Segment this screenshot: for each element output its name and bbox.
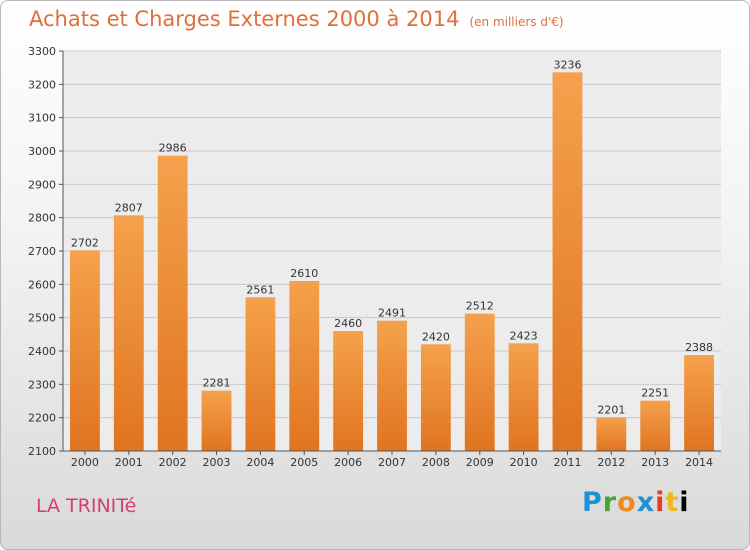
bar-value-label: 2702 — [71, 236, 99, 249]
y-tick-label: 2100 — [28, 445, 56, 458]
bar-value-label: 3236 — [553, 58, 581, 71]
bar[interactable] — [508, 343, 539, 451]
x-tick-label: 2008 — [422, 456, 450, 469]
y-tick-label: 3300 — [28, 45, 56, 58]
x-tick-label: 2005 — [290, 456, 318, 469]
y-tick-label: 2700 — [28, 245, 56, 258]
y-tick-label: 3100 — [28, 112, 56, 125]
bar[interactable] — [377, 320, 407, 451]
bar-value-label: 2986 — [159, 142, 187, 155]
bar[interactable] — [420, 344, 451, 451]
bar-value-label: 2251 — [641, 387, 669, 400]
bar[interactable] — [684, 355, 714, 451]
logo-letter: t — [665, 487, 680, 518]
x-tick-label: 2003 — [203, 456, 231, 469]
bar[interactable] — [157, 155, 188, 451]
x-tick-label: 2011 — [553, 456, 581, 469]
logo-letter: P — [582, 487, 603, 518]
logo-letter: o — [617, 487, 637, 518]
bar[interactable] — [640, 400, 671, 451]
y-tick-label: 2300 — [28, 378, 56, 391]
x-tick-label: 2002 — [159, 456, 187, 469]
y-tick-label: 2200 — [28, 412, 56, 425]
x-tick-label: 2012 — [597, 456, 625, 469]
bar[interactable] — [333, 331, 364, 451]
bar[interactable] — [113, 215, 144, 451]
bar-value-label: 2561 — [246, 283, 274, 296]
logo-letter: r — [602, 487, 618, 518]
bar-value-label: 2460 — [334, 317, 362, 330]
y-tick-label: 2400 — [28, 345, 56, 358]
bar[interactable] — [552, 72, 583, 451]
chart-unit: (en milliers d'€) — [469, 15, 564, 29]
logo-letter: i — [679, 487, 690, 518]
x-tick-label: 2001 — [115, 456, 143, 469]
x-tick-label: 2009 — [466, 456, 494, 469]
y-tick-label: 2800 — [28, 212, 56, 225]
bar-value-label: 2512 — [466, 300, 494, 313]
logo-letter: i — [655, 487, 666, 518]
x-tick-label: 2014 — [685, 456, 713, 469]
y-tick-label: 3200 — [28, 78, 56, 91]
y-tick-label: 3000 — [28, 145, 56, 158]
x-tick-label: 2004 — [246, 456, 274, 469]
bars: 2702 2807 2986 2281 2561 2610 2460 2491 2420 2512… — [70, 58, 714, 451]
bar-value-label: 2281 — [203, 377, 231, 390]
bar-value-label: 2807 — [115, 201, 143, 214]
logo-letter: x — [636, 487, 656, 518]
y-tick-label: 2500 — [28, 312, 56, 325]
bar-value-label: 2201 — [597, 403, 625, 416]
bar[interactable] — [201, 390, 232, 451]
bar-value-label: 2423 — [510, 329, 538, 342]
bar-value-label: 2388 — [685, 341, 713, 354]
x-tick-label: 2000 — [71, 456, 99, 469]
chart-title-text: Achats et Charges Externes 2000 à 2014 — [29, 7, 460, 31]
y-tick-label: 2900 — [28, 178, 56, 191]
bar[interactable] — [289, 281, 320, 451]
axes: 2100 2200 2300 2400 2500 2600 2700 2800 2900 3000… — [28, 45, 721, 469]
proxiti-logo[interactable]: Proxiti — [582, 487, 690, 518]
bar-value-label: 2420 — [422, 330, 450, 343]
x-tick-label: 2013 — [641, 456, 669, 469]
x-tick-label: 2010 — [510, 456, 538, 469]
bar-value-label: 2491 — [378, 307, 406, 320]
place-name: LA TRINITé — [36, 495, 137, 517]
bar[interactable] — [245, 297, 276, 451]
bar-value-label: 2610 — [290, 267, 318, 280]
y-tick-label: 2600 — [28, 278, 56, 291]
chart-title: Achats et Charges Externes 2000 à 2014 (e… — [29, 7, 564, 31]
bar[interactable] — [70, 250, 100, 451]
x-tick-label: 2006 — [334, 456, 362, 469]
bar[interactable] — [596, 417, 627, 451]
bar[interactable] — [464, 313, 495, 451]
x-tick-label: 2007 — [378, 456, 406, 469]
